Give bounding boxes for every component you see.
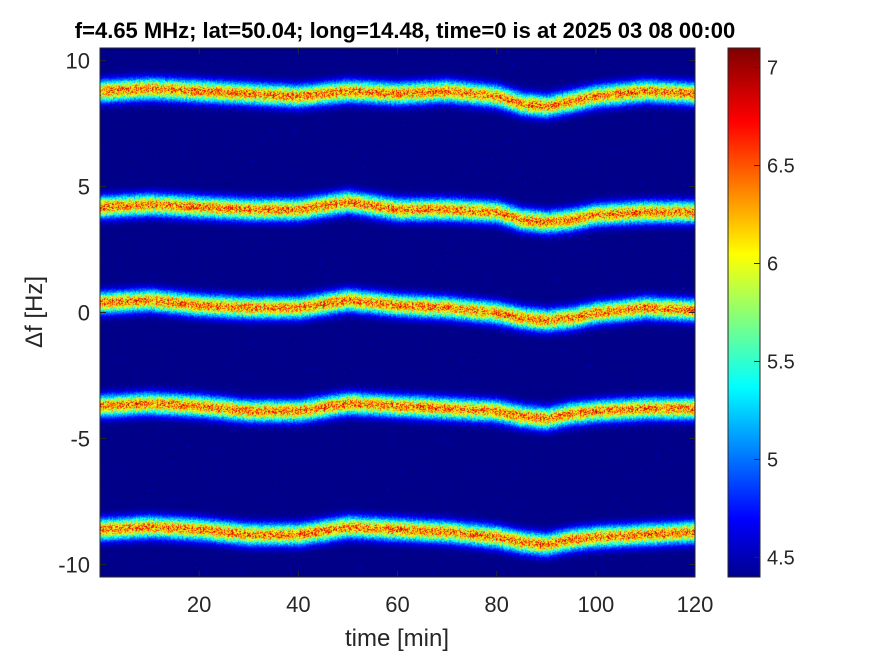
x-tick-label: 80 [484,592,508,617]
y-tick-label: -5 [70,426,90,451]
colorbar-tick-label: 5.5 [767,351,795,373]
y-tick-label: -10 [58,552,90,577]
colorbar-tick-label: 6 [767,254,778,276]
colorbar-tick-label: 5 [767,449,778,471]
y-axis: -10 -5 0 5 10 [58,49,695,577]
x-tick-label: 40 [286,592,310,617]
chart-title: f=4.65 MHz; lat=50.04; long=14.48, time=… [75,18,735,43]
colorbar-tick-label: 6.5 [767,156,795,178]
x-axis: 20 40 60 80 100 120 [187,48,713,617]
y-tick-label: 5 [78,175,90,200]
x-tick-label: 60 [385,592,409,617]
x-tick-label: 20 [187,592,211,617]
heatmap-canvas [100,48,695,577]
colorbar: 4.5 5 5.5 6 6.5 7 [727,47,795,578]
x-tick-label: 100 [577,592,614,617]
y-tick-label: 0 [78,301,90,326]
colorbar-ticks: 4.5 5 5.5 6 6.5 7 [754,58,795,569]
colorbar-tick-label: 7 [767,58,778,80]
colorbar-tick-label: 4.5 [767,547,795,569]
colorbar-gradient [727,47,761,578]
y-axis-label: Δf [Hz] [21,276,48,348]
x-tick-label: 120 [677,592,714,617]
y-tick-label: 10 [66,49,90,74]
plot-area [99,47,696,578]
x-axis-label: time [min] [345,625,449,652]
